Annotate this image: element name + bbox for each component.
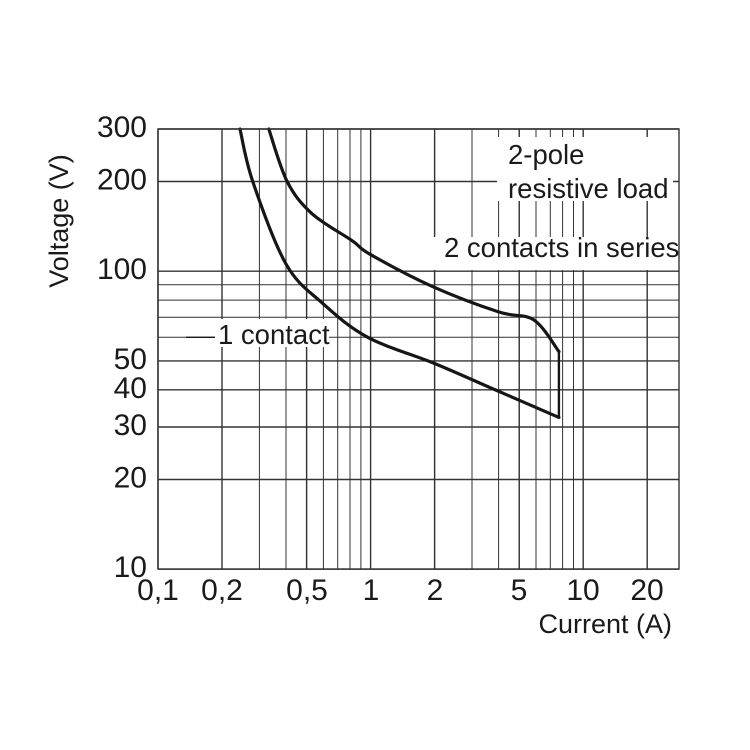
svg-text:10: 10 — [566, 574, 599, 607]
svg-text:resistive load: resistive load — [508, 173, 669, 204]
svg-text:20: 20 — [114, 462, 147, 495]
svg-text:1: 1 — [363, 574, 380, 607]
svg-text:20: 20 — [630, 574, 663, 607]
svg-text:2-pole: 2-pole — [508, 139, 584, 170]
svg-text:2: 2 — [427, 574, 444, 607]
svg-text:300: 300 — [97, 111, 147, 144]
svg-text:40: 40 — [114, 372, 147, 405]
svg-text:30: 30 — [114, 409, 147, 442]
svg-text:100: 100 — [97, 253, 147, 286]
svg-text:200: 200 — [97, 164, 147, 197]
svg-text:0,5: 0,5 — [286, 574, 328, 607]
svg-text:Current (A): Current (A) — [538, 609, 672, 639]
svg-text:5: 5 — [511, 574, 528, 607]
svg-text:Voltage (V): Voltage (V) — [44, 154, 74, 288]
svg-text:0,2: 0,2 — [201, 574, 243, 607]
svg-text:2 contacts in series: 2 contacts in series — [444, 232, 679, 263]
svg-text:0,1: 0,1 — [137, 574, 179, 607]
svg-text:1 contact: 1 contact — [218, 319, 330, 350]
